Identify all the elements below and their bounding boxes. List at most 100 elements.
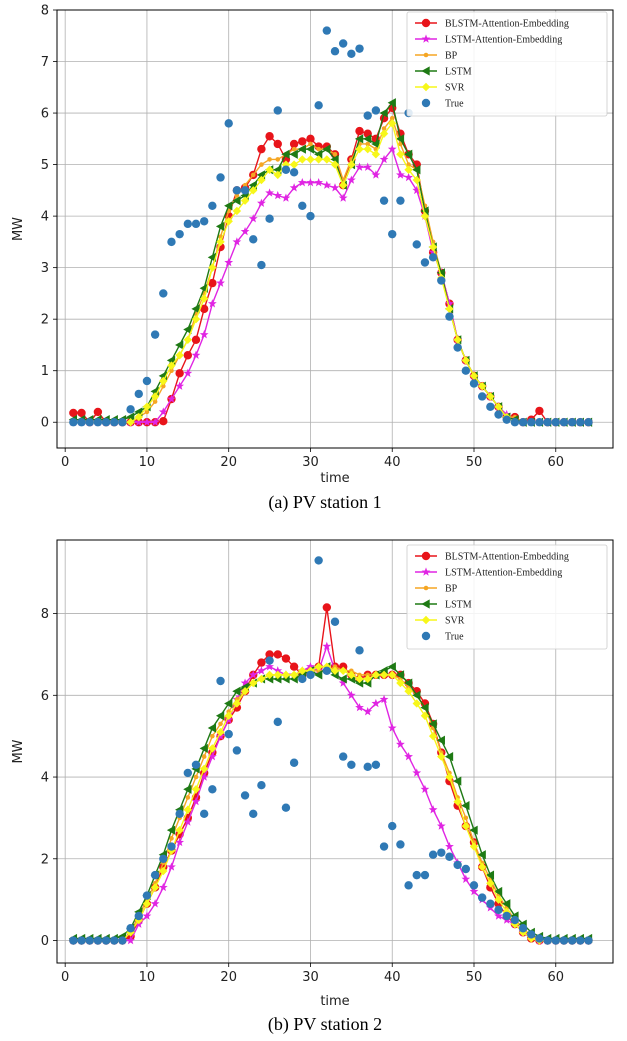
legend-entry-blstm-attention-embedding: BLSTM-Attention-Embedding <box>415 552 569 563</box>
data-point-lstm <box>183 324 192 335</box>
x-tick-label: 0 <box>61 970 69 985</box>
data-point-svr <box>306 155 315 164</box>
data-point-svr <box>379 129 389 138</box>
data-point-true <box>93 418 103 427</box>
legend-label: BLSTM-Attention-Embedding <box>445 19 569 30</box>
data-point-true <box>257 781 266 790</box>
data-point-bp <box>381 126 387 131</box>
data-point-true <box>371 106 381 115</box>
data-point-svr <box>265 670 274 680</box>
data-point-svr <box>477 862 487 872</box>
data-point-true <box>216 173 225 182</box>
y-tick-label: 4 <box>41 210 49 225</box>
legend-marker <box>421 18 431 28</box>
data-point-true <box>355 646 364 655</box>
data-point-lstm-attention-embedding <box>150 417 160 426</box>
data-point-lstm <box>215 711 225 721</box>
data-point-true <box>567 936 577 945</box>
data-point-lstm-attention-embedding <box>289 183 299 192</box>
x-tick-label: 50 <box>466 970 483 985</box>
legend-entry-lstm: LSTM <box>415 66 472 78</box>
data-point-bp <box>406 162 411 167</box>
legend-label: LSTM-Attention-Embedding <box>445 35 562 46</box>
data-point-true <box>584 418 593 427</box>
x-tick-label: 30 <box>302 970 319 985</box>
data-point-lstm-attention-embedding <box>134 417 144 426</box>
data-point-true <box>510 418 520 427</box>
data-point-true <box>298 674 307 684</box>
data-point-svr <box>396 150 405 159</box>
x-tick-label: 0 <box>61 455 69 470</box>
data-point-lstm <box>493 886 503 897</box>
data-point-true <box>477 392 487 401</box>
data-point-true <box>347 760 356 769</box>
data-point-bp <box>160 383 166 389</box>
data-point-lstm-attention-embedding <box>314 178 324 187</box>
legend-label: BP <box>445 51 458 62</box>
data-point-true <box>167 237 176 247</box>
legend-marker <box>421 567 431 576</box>
data-point-lstm-attention-embedding <box>232 237 242 246</box>
data-point-lstm-attention-embedding <box>330 183 340 192</box>
data-point-svr <box>355 144 364 154</box>
data-point-true <box>518 418 528 427</box>
x-tick-label: 50 <box>466 455 483 470</box>
data-point-svr <box>388 119 397 128</box>
data-point-true <box>510 915 520 925</box>
data-point-svr <box>486 879 495 888</box>
data-point-lstm-attention-embedding <box>297 178 307 187</box>
data-point-true <box>175 809 184 819</box>
data-point-true <box>535 934 544 943</box>
data-point-blstm-attention-embedding <box>69 408 78 418</box>
data-point-svr <box>445 304 454 314</box>
data-point-lstm-attention-embedding <box>191 796 201 806</box>
data-point-lstm-attention-embedding <box>281 193 291 202</box>
data-point-lstm <box>322 144 331 154</box>
data-point-lstm <box>224 698 233 709</box>
data-point-svr <box>208 744 217 753</box>
data-point-lstm-attention-embedding <box>273 190 283 200</box>
data-point-true <box>183 768 193 778</box>
data-point-svr <box>191 314 201 324</box>
data-point-svr <box>183 335 193 344</box>
data-point-blstm-attention-embedding <box>257 658 266 667</box>
data-point-blstm-attention-embedding <box>191 335 201 344</box>
data-point-svr <box>199 294 209 303</box>
data-point-bp <box>169 368 174 374</box>
data-point-true <box>551 418 560 427</box>
data-point-svr <box>208 263 217 272</box>
data-point-svr <box>363 674 372 684</box>
data-point-lstm-attention-embedding <box>257 198 266 207</box>
data-point-lstm-attention-embedding <box>199 330 209 339</box>
data-point-lstm <box>314 670 323 680</box>
data-point-svr <box>388 670 397 680</box>
data-point-svr <box>134 412 143 422</box>
data-point-blstm-attention-embedding <box>208 278 217 288</box>
data-point-true <box>289 168 299 177</box>
data-point-lstm-attention-embedding <box>257 666 266 675</box>
data-point-svr <box>371 150 381 159</box>
data-point-svr <box>330 160 340 169</box>
data-point-true <box>567 418 577 427</box>
data-point-true <box>576 936 585 945</box>
x-tick-label: 60 <box>547 970 564 985</box>
data-point-true <box>338 39 348 48</box>
data-point-bp <box>210 733 215 739</box>
data-point-lstm-attention-embedding <box>142 417 152 426</box>
data-point-lstm-attention-embedding <box>445 841 454 851</box>
data-point-true <box>85 936 94 945</box>
legend-label: LSTM <box>445 600 472 611</box>
data-point-lstm-attention-embedding <box>338 678 348 687</box>
data-point-blstm-attention-embedding <box>273 139 282 149</box>
legend-marker <box>423 52 429 58</box>
data-point-true <box>338 752 348 761</box>
data-point-true <box>265 214 274 223</box>
data-point-svr <box>461 821 471 831</box>
data-point-true <box>240 791 250 800</box>
data-point-true <box>363 111 372 120</box>
data-point-true <box>502 911 511 921</box>
data-point-svr <box>240 687 250 696</box>
data-point-lstm <box>371 139 380 149</box>
data-point-true <box>379 196 389 205</box>
data-point-lstm-attention-embedding <box>175 837 185 847</box>
